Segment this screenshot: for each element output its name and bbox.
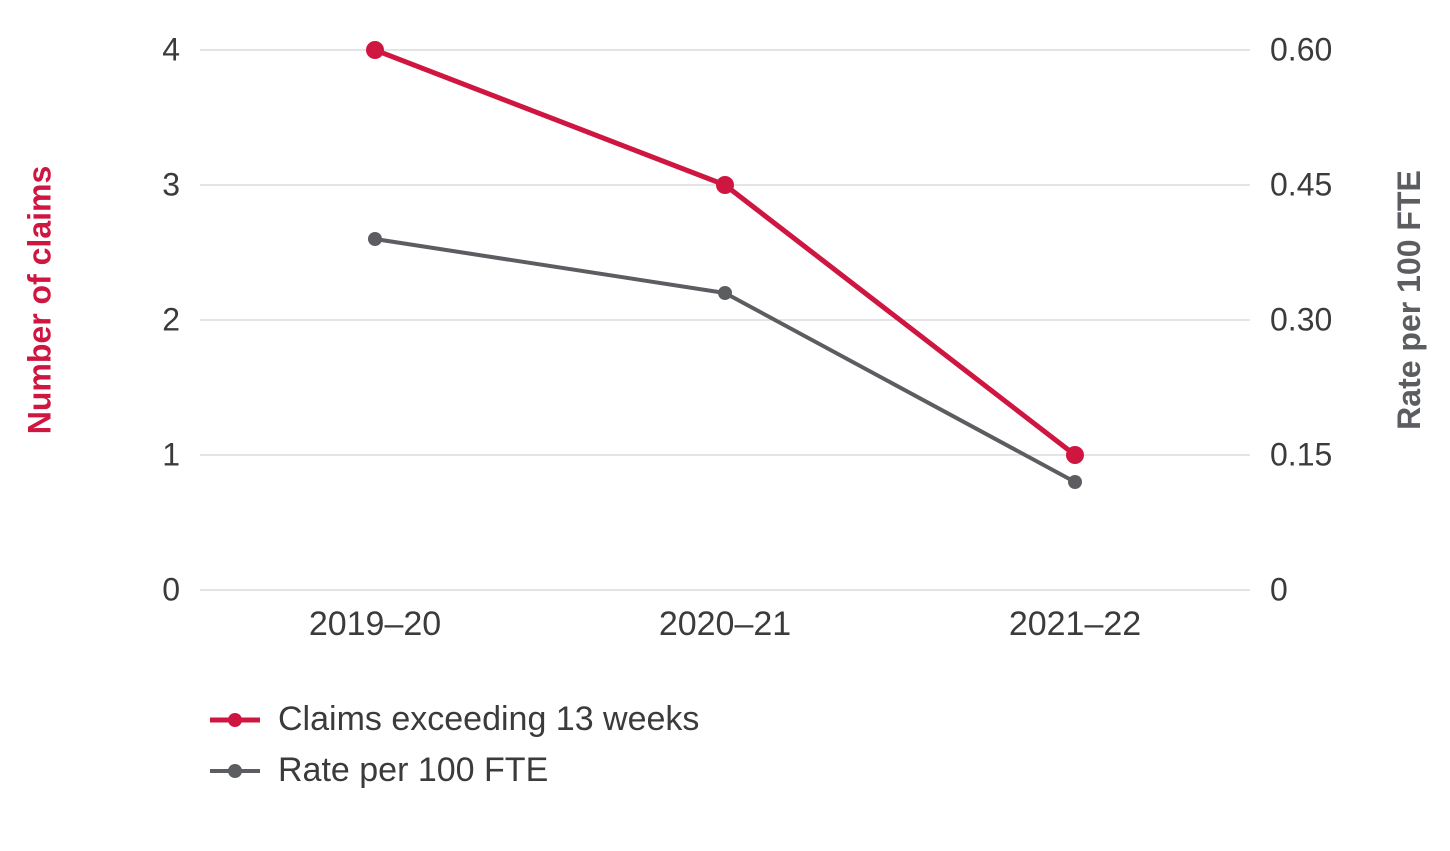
legend-item-rate: Rate per 100 FTE	[210, 751, 699, 790]
y-right-tick-label: 0.45	[1270, 167, 1332, 204]
legend: Claims exceeding 13 weeks Rate per 100 F…	[210, 700, 699, 802]
y-right-tick-label: 0.30	[1270, 302, 1332, 339]
x-tick-label: 2020–21	[659, 605, 791, 644]
legend-label-claims: Claims exceeding 13 weeks	[278, 700, 699, 739]
dual-axis-line-chart: Number of claims Rate per 100 FTE 01234 …	[0, 0, 1450, 851]
legend-swatch-claims	[210, 708, 260, 732]
y-left-tick-label: 1	[162, 437, 180, 474]
y-right-tick-label: 0	[1270, 572, 1288, 609]
legend-label-rate: Rate per 100 FTE	[278, 751, 548, 790]
y-right-axis-label: Rate per 100 FTE	[1392, 170, 1429, 430]
y-left-tick-label: 2	[162, 302, 180, 339]
x-tick-label: 2019–20	[309, 605, 441, 644]
y-right-tick-label: 0.15	[1270, 437, 1332, 474]
legend-item-claims: Claims exceeding 13 weeks	[210, 700, 699, 739]
y-left-tick-label: 4	[162, 32, 180, 69]
y-right-tick-label: 0.60	[1270, 32, 1332, 69]
y-left-tick-label: 3	[162, 167, 180, 204]
legend-swatch-rate	[210, 759, 260, 783]
y-left-tick-label: 0	[162, 572, 180, 609]
y-left-axis-label: Number of claims	[22, 166, 59, 435]
x-tick-label: 2021–22	[1009, 605, 1141, 644]
